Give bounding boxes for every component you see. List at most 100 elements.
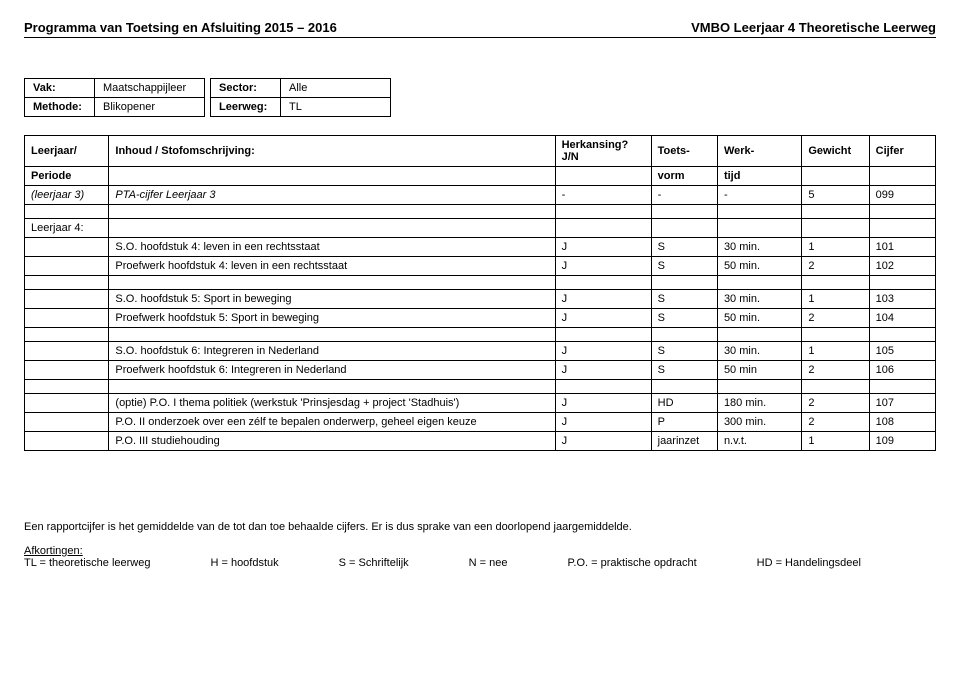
table-row: Proefwerk hoofdstuk 4: leven in een rech…: [25, 257, 936, 276]
col-werktijd-b: tijd: [717, 167, 801, 186]
cell-c4: 300 min.: [717, 413, 801, 432]
table-row: S.O. hoofdstuk 5: Sport in bewegingJS30 …: [25, 290, 936, 309]
col-werktijd-a: Werk-: [717, 136, 801, 167]
cell-c2: -: [555, 186, 651, 205]
cell-c3: S: [651, 238, 717, 257]
cell-c6: 101: [869, 238, 935, 257]
cell-c2: J: [555, 238, 651, 257]
cell-c1: [109, 219, 555, 238]
cell-c5: 2: [802, 257, 869, 276]
meta-leerweg-label: Leerweg:: [211, 98, 281, 117]
meta-vak-value: Maatschappijleer: [95, 79, 205, 98]
col-periode-a: Leerjaar/: [25, 136, 109, 167]
cell-c5: 1: [802, 238, 869, 257]
cell-c6: 108: [869, 413, 935, 432]
afk-3: N = nee: [469, 557, 508, 569]
cell-c4: 30 min.: [717, 238, 801, 257]
cell-c5: [802, 219, 869, 238]
cell-c0: [25, 257, 109, 276]
cell-c0: Leerjaar 4:: [25, 219, 109, 238]
cell-c1: Proefwerk hoofdstuk 6: Integreren in Ned…: [109, 361, 555, 380]
cell-c3: jaarinzet: [651, 432, 717, 451]
page-header: Programma van Toetsing en Afsluiting 201…: [24, 20, 936, 38]
table-row: (optie) P.O. I thema politiek (werkstuk …: [25, 394, 936, 413]
header-right: VMBO Leerjaar 4 Theoretische Leerweg: [691, 20, 936, 35]
afk-2: S = Schriftelijk: [339, 557, 409, 569]
cell-c6: 109: [869, 432, 935, 451]
cell-c1: Proefwerk hoofdstuk 5: Sport in beweging: [109, 309, 555, 328]
header-left: Programma van Toetsing en Afsluiting 201…: [24, 20, 337, 35]
meta-methode-label: Methode:: [25, 98, 95, 117]
cell-c2: J: [555, 394, 651, 413]
cell-c4: 30 min.: [717, 342, 801, 361]
cell-c0: [25, 290, 109, 309]
footer-block: Een rapportcijfer is het gemiddelde van …: [24, 521, 936, 569]
cell-c2: J: [555, 342, 651, 361]
cell-c2: J: [555, 432, 651, 451]
cell-c3: P: [651, 413, 717, 432]
cell-c3: S: [651, 342, 717, 361]
cell-c0: (leerjaar 3): [25, 186, 109, 205]
cell-c4: 50 min: [717, 361, 801, 380]
cell-c0: [25, 413, 109, 432]
cell-c6: 103: [869, 290, 935, 309]
cell-c1: P.O. II onderzoek over een zélf te bepal…: [109, 413, 555, 432]
cell-c6: 099: [869, 186, 935, 205]
cell-c1: S.O. hoofdstuk 6: Integreren in Nederlan…: [109, 342, 555, 361]
cell-c2: J: [555, 257, 651, 276]
meta-methode-value: Blikopener: [95, 98, 205, 117]
col-cijfer: Cijfer: [869, 136, 935, 167]
cell-c6: [869, 219, 935, 238]
meta-sector-value: Alle: [281, 79, 391, 98]
table-row: (leerjaar 3)PTA-cijfer Leerjaar 3---5099: [25, 186, 936, 205]
cell-c4: [717, 219, 801, 238]
cell-c2: J: [555, 413, 651, 432]
col-periode-b: Periode: [25, 167, 109, 186]
afk-5: HD = Handelingsdeel: [757, 557, 861, 569]
table-row: Proefwerk hoofdstuk 5: Sport in beweging…: [25, 309, 936, 328]
cell-c0: [25, 394, 109, 413]
cell-c4: 50 min.: [717, 257, 801, 276]
cell-c0: [25, 361, 109, 380]
cell-c1: PTA-cijfer Leerjaar 3: [109, 186, 555, 205]
meta-vak-label: Vak:: [25, 79, 95, 98]
table-row: Proefwerk hoofdstuk 6: Integreren in Ned…: [25, 361, 936, 380]
cell-c4: -: [717, 186, 801, 205]
cell-c3: S: [651, 257, 717, 276]
cell-c5: 2: [802, 413, 869, 432]
cell-c6: 102: [869, 257, 935, 276]
footer-afk-title: Afkortingen:: [24, 545, 936, 557]
table-row: P.O. III studiehoudingJjaarinzetn.v.t.11…: [25, 432, 936, 451]
footer-afk-row: TL = theoretische leerweg H = hoofdstuk …: [24, 557, 936, 569]
meta-table: Vak: Maatschappijleer Sector: Alle Metho…: [24, 78, 391, 117]
cell-c4: 180 min.: [717, 394, 801, 413]
cell-c3: [651, 219, 717, 238]
table-row: P.O. II onderzoek over een zélf te bepal…: [25, 413, 936, 432]
afk-1: H = hoofdstuk: [210, 557, 278, 569]
cell-c0: [25, 238, 109, 257]
table-row: [25, 328, 936, 342]
cell-c3: -: [651, 186, 717, 205]
cell-c3: S: [651, 361, 717, 380]
cell-c5: 1: [802, 342, 869, 361]
cell-c5: 5: [802, 186, 869, 205]
col-herkansing: Herkansing? J/N: [555, 136, 651, 167]
afk-4: P.O. = praktische opdracht: [568, 557, 697, 569]
cell-c6: 106: [869, 361, 935, 380]
table-row: S.O. hoofdstuk 4: leven in een rechtssta…: [25, 238, 936, 257]
meta-leerweg-value: TL: [281, 98, 391, 117]
cell-c2: J: [555, 361, 651, 380]
cell-c2: [555, 219, 651, 238]
cell-c6: 107: [869, 394, 935, 413]
cell-c3: S: [651, 290, 717, 309]
cell-c2: J: [555, 309, 651, 328]
meta-sector-label: Sector:: [211, 79, 281, 98]
table-row: Leerjaar 4:: [25, 219, 936, 238]
cell-c5: 1: [802, 432, 869, 451]
cell-c0: [25, 309, 109, 328]
cell-c2: J: [555, 290, 651, 309]
table-row: [25, 276, 936, 290]
cell-c0: [25, 342, 109, 361]
col-inhoud: Inhoud / Stofomschrijving:: [109, 136, 555, 167]
cell-c5: 2: [802, 309, 869, 328]
